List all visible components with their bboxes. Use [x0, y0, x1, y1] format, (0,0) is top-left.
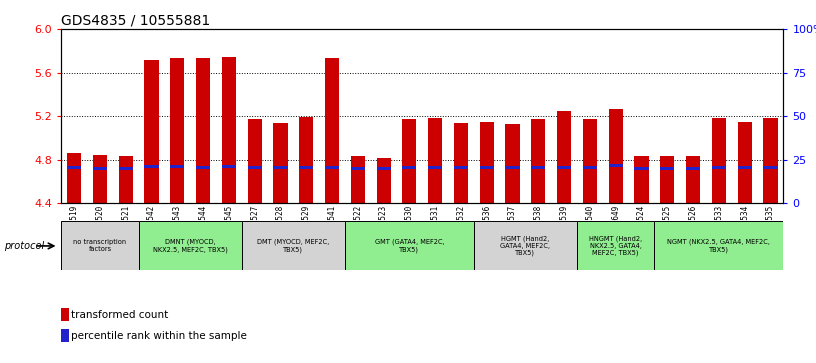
Text: HNGMT (Hand2,
NKX2.5, GATA4,
MEF2C, TBX5): HNGMT (Hand2, NKX2.5, GATA4, MEF2C, TBX5… [589, 236, 642, 256]
Bar [144, 60, 158, 203]
Bar [686, 156, 700, 203]
Bar [474, 221, 577, 270]
Bar [144, 165, 158, 168]
Bar [738, 166, 752, 169]
Text: GMT (GATA4, MEF2C,
TBX5): GMT (GATA4, MEF2C, TBX5) [375, 239, 444, 253]
Bar [247, 166, 262, 169]
Bar [764, 118, 778, 203]
Text: percentile rank within the sample: percentile rank within the sample [72, 331, 247, 341]
Bar [67, 153, 81, 203]
Bar [139, 221, 242, 270]
Text: transformed count: transformed count [72, 310, 169, 319]
Bar [118, 167, 133, 170]
Bar [583, 166, 597, 169]
Bar [712, 166, 726, 169]
Bar [609, 164, 623, 167]
Bar [686, 167, 700, 170]
Bar [505, 124, 520, 203]
Text: protocol: protocol [4, 241, 44, 251]
Bar [93, 155, 107, 203]
Bar [402, 119, 416, 203]
Bar [557, 111, 571, 203]
Bar [428, 118, 442, 203]
Bar [299, 117, 313, 203]
Bar [609, 109, 623, 203]
Bar [196, 166, 211, 169]
Bar [660, 167, 674, 170]
Bar [660, 156, 674, 203]
Bar [428, 166, 442, 169]
Bar [61, 329, 69, 342]
Bar [222, 165, 236, 168]
Bar [299, 166, 313, 169]
Bar [242, 221, 345, 270]
Bar [351, 156, 365, 203]
Bar [273, 123, 287, 203]
Bar [345, 221, 474, 270]
Bar [654, 221, 783, 270]
Bar [454, 123, 468, 203]
Bar [376, 158, 391, 203]
Bar [351, 167, 365, 170]
Bar [454, 166, 468, 169]
Bar [273, 166, 287, 169]
Bar [634, 167, 649, 170]
Bar [712, 118, 726, 203]
Bar [325, 166, 339, 169]
Text: NGMT (NKX2.5, GATA4, MEF2C,
TBX5): NGMT (NKX2.5, GATA4, MEF2C, TBX5) [667, 239, 770, 253]
Bar [402, 166, 416, 169]
Bar [764, 166, 778, 169]
Bar [171, 165, 184, 168]
Bar [171, 58, 184, 203]
Bar [634, 156, 649, 203]
Bar [325, 58, 339, 203]
Bar [480, 166, 494, 169]
Bar [247, 119, 262, 203]
Text: no transcription
factors: no transcription factors [73, 240, 126, 252]
Bar [583, 119, 597, 203]
Bar [61, 308, 69, 321]
Text: DMNT (MYOCD,
NKX2.5, MEF2C, TBX5): DMNT (MYOCD, NKX2.5, MEF2C, TBX5) [153, 239, 228, 253]
Bar [738, 122, 752, 203]
Bar [196, 58, 211, 203]
Bar [376, 167, 391, 170]
Bar [577, 221, 654, 270]
Bar [531, 119, 545, 203]
Bar [118, 156, 133, 203]
Text: GDS4835 / 10555881: GDS4835 / 10555881 [61, 14, 211, 28]
Bar [557, 166, 571, 169]
Bar [93, 167, 107, 170]
Bar [505, 166, 520, 169]
Bar [480, 122, 494, 203]
Text: HGMT (Hand2,
GATA4, MEF2C,
TBX5): HGMT (Hand2, GATA4, MEF2C, TBX5) [500, 236, 551, 256]
Bar [61, 221, 139, 270]
Bar [222, 57, 236, 203]
Bar [531, 166, 545, 169]
Bar [67, 166, 81, 169]
Text: DMT (MYOCD, MEF2C,
TBX5): DMT (MYOCD, MEF2C, TBX5) [257, 239, 330, 253]
